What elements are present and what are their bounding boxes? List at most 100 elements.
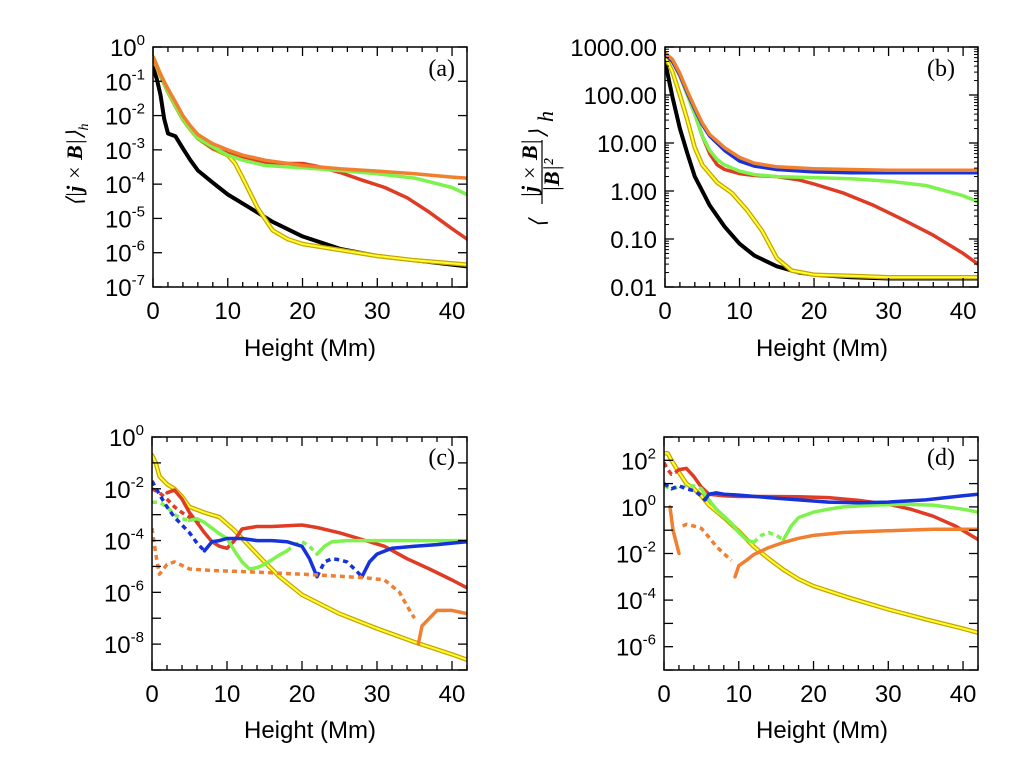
panel-c-y-tick-label: 10-6 bbox=[104, 577, 144, 607]
panel-c-series-green-2 bbox=[315, 538, 467, 556]
panel-a-y-axis-label: ⟨|j × B|⟩h bbox=[62, 124, 92, 207]
panel-a-y-tick-label: 10-6 bbox=[105, 238, 145, 268]
panel-c-x-tick-label: 20 bbox=[289, 681, 316, 708]
panel-c-frame bbox=[151, 436, 468, 671]
panel-c-series-blue bbox=[202, 536, 319, 579]
panel-b-y-tick-label: 1.00 bbox=[610, 179, 657, 206]
panel-d-label: (d) bbox=[927, 445, 955, 471]
panel-a-series-orange bbox=[153, 55, 467, 180]
panel-c: Height (Mm) 0 10 20 30 40 100 10-2 10-4 10-6 10-8… bbox=[104, 422, 468, 744]
panel-b-x-axis-label: Height (Mm) bbox=[756, 335, 888, 362]
panel-d-series-green bbox=[699, 487, 756, 545]
svg-text:⟨|j × B|⟩h: ⟨|j × B|⟩h bbox=[62, 124, 92, 207]
panel-a: Height (Mm) ⟨|j × B|⟩h 0 10 20 30 40 100 10-1 1… bbox=[62, 32, 468, 362]
panel-a-label: (a) bbox=[428, 56, 455, 82]
panel-a-x-tick-label: 10 bbox=[214, 298, 241, 325]
panel-b-y-tick-label: 1000.00 bbox=[570, 35, 657, 62]
panel-b-y-tick-label: 0.01 bbox=[610, 275, 657, 302]
panel-c-y-tick-label: 10-8 bbox=[104, 629, 144, 659]
panel-b-y-tick-label: 0.10 bbox=[610, 227, 657, 254]
panel-d-frame bbox=[663, 436, 979, 671]
panel-d-y-tick-label: 100 bbox=[621, 492, 656, 522]
svg-text:⟨: ⟨ bbox=[525, 217, 550, 228]
panel-a-y-tick-label: 100 bbox=[110, 32, 145, 62]
panel-d-series-group bbox=[664, 451, 978, 635]
panel-b-series-yellow-edge bbox=[665, 53, 978, 280]
panel-d-y-tick-label: 10-6 bbox=[616, 632, 656, 662]
panel-b-x-tick-label: 40 bbox=[950, 298, 977, 325]
panel-a-y-tick-label: 10-4 bbox=[105, 169, 145, 199]
svg-text:⟩: ⟩ bbox=[525, 129, 550, 138]
panel-c-x-tick-label: 0 bbox=[145, 681, 158, 708]
panel-c-y-tick-label: 10-4 bbox=[104, 526, 144, 556]
panel-c-series-orange-dotted bbox=[152, 527, 416, 620]
panel-d-series-red bbox=[677, 466, 978, 542]
panel-a-x-axis-label: Height (Mm) bbox=[244, 335, 376, 362]
panel-d-series-red-dotted bbox=[664, 461, 681, 477]
panel-d-series-orange-2 bbox=[733, 527, 978, 579]
panel-d-series-green-dotted-2 bbox=[752, 530, 785, 544]
panel-c-series-green-dotted-2 bbox=[285, 539, 319, 556]
panel-b-frame bbox=[664, 46, 979, 288]
panel-c-series-group bbox=[152, 452, 467, 662]
panel-d-series-green-2 bbox=[781, 502, 978, 542]
panel-d-x-tick-label: 30 bbox=[875, 681, 902, 708]
panel-a-x-tick-label: 30 bbox=[364, 298, 391, 325]
panel-b-x-tick-label: 0 bbox=[658, 298, 671, 325]
panel-b-series-orange bbox=[665, 51, 978, 173]
panel-b-x-tick-label: 10 bbox=[726, 298, 753, 325]
panel-b-y-tick-label: 10.00 bbox=[597, 131, 657, 158]
panel-c-series-blue-dotted bbox=[152, 480, 206, 553]
panel-b-series-group bbox=[665, 51, 978, 281]
panel-b-series-red bbox=[665, 52, 978, 266]
panel-b-y-tick-label: 100.00 bbox=[584, 83, 657, 110]
panel-d-y-tick-label: 10-2 bbox=[616, 539, 656, 569]
panel-c-series-yellow bbox=[152, 454, 467, 661]
panel-b-label: (b) bbox=[927, 56, 955, 82]
svg-text:|j × B|: |j × B| bbox=[517, 139, 542, 198]
panel-c-y-tick-label: 10-2 bbox=[104, 474, 144, 504]
panel-a-series-group bbox=[153, 55, 467, 269]
svg-text:h: h bbox=[533, 111, 558, 122]
panel-a-y-tick-label: 10-7 bbox=[105, 272, 145, 302]
panel-a-y-tick-label: 10-1 bbox=[105, 66, 145, 96]
panel-b: Height (Mm) ⟨ |j × B| |B|² ⟩ h 0 10 20 30 40… bbox=[517, 35, 979, 362]
panel-a-x-tick-label: 0 bbox=[146, 298, 159, 325]
panel-a-y-tick-label: 10-3 bbox=[105, 135, 145, 165]
panel-a-y-tick-label: 10-2 bbox=[105, 101, 145, 131]
panel-b-y-axis-label: ⟨ |j × B| |B|² ⟩ h bbox=[517, 111, 564, 228]
panel-b-x-tick-label: 20 bbox=[801, 298, 828, 325]
panel-b-x-tick-label: 30 bbox=[875, 298, 902, 325]
panel-c-x-tick-label: 30 bbox=[364, 681, 391, 708]
panel-d-x-axis-label: Height (Mm) bbox=[756, 717, 888, 744]
panel-d-series-yellow-edge bbox=[664, 451, 978, 635]
panel-d-series-yellow bbox=[664, 452, 978, 634]
panel-c-series-orange bbox=[416, 608, 467, 646]
panel-d-y-tick-label: 10-4 bbox=[616, 585, 656, 615]
panel-d-series-blue bbox=[703, 491, 978, 505]
panel-c-series-blue-2 bbox=[360, 539, 467, 579]
svg-text:|B|²: |B|² bbox=[539, 158, 564, 192]
panel-c-series-green bbox=[187, 516, 289, 571]
panel-d-series-orange-dotted bbox=[681, 522, 733, 562]
panel-a-series-yellow-edge bbox=[153, 55, 467, 267]
panel-a-x-tick-label: 20 bbox=[289, 298, 316, 325]
panel-a-x-tick-label: 40 bbox=[439, 298, 466, 325]
panel-d-x-tick-label: 10 bbox=[725, 681, 752, 708]
panel-a-series-red bbox=[153, 55, 467, 241]
panel-d-x-tick-label: 0 bbox=[657, 681, 670, 708]
panel-d-series-blue-dotted bbox=[664, 482, 707, 502]
panel-c-x-axis-label: Height (Mm) bbox=[244, 717, 376, 744]
panel-d-y-tick-label: 102 bbox=[621, 445, 656, 475]
panel-c-label: (c) bbox=[428, 445, 455, 471]
panel-c-series-green-dotted bbox=[152, 500, 190, 523]
panel-a-frame bbox=[152, 46, 468, 288]
panel-d-x-tick-label: 20 bbox=[800, 681, 827, 708]
panel-d: Height (Mm) 0 10 20 30 40 102 100 10-2 10-4 10-6 (… bbox=[616, 436, 979, 744]
panel-d-x-tick-label: 40 bbox=[950, 681, 977, 708]
panel-a-y-tick-label: 10-5 bbox=[105, 203, 145, 233]
panel-c-y-tick-label: 100 bbox=[109, 422, 144, 452]
panel-b-series-yellow bbox=[665, 55, 978, 279]
panel-a-series-yellow bbox=[153, 56, 467, 266]
